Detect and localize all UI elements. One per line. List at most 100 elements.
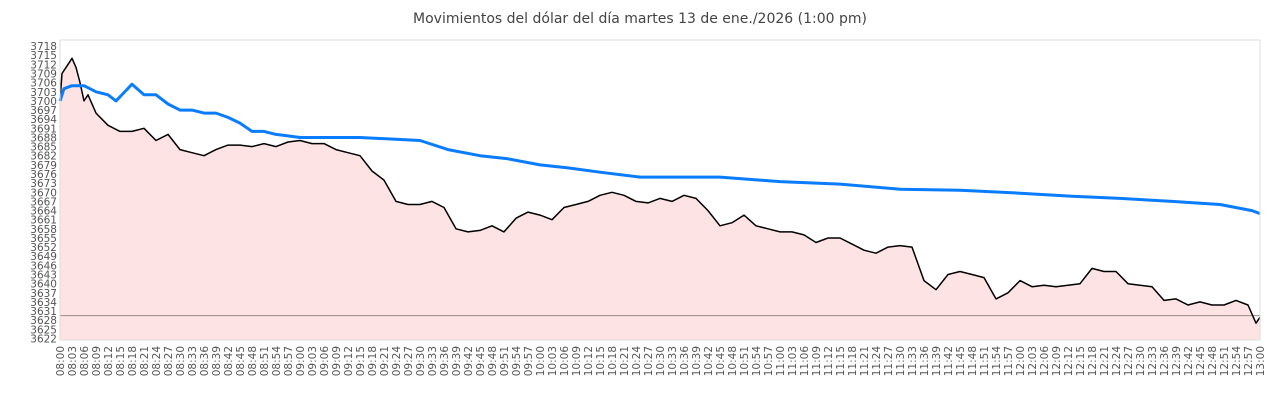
x-tick-label: 10:51 bbox=[739, 346, 751, 376]
x-tick-label: 10:30 bbox=[655, 346, 667, 376]
series-line-price bbox=[59, 57, 1261, 324]
x-tick-label: 09:33 bbox=[427, 346, 439, 376]
y-tick-label: 3637 bbox=[30, 288, 57, 300]
x-tick-label: 09:03 bbox=[307, 346, 319, 376]
x-tick-label: 09:45 bbox=[475, 346, 487, 376]
x-tick-label: 09:21 bbox=[379, 346, 391, 376]
y-tick-label: 3646 bbox=[30, 260, 57, 272]
y-tick-label: 3688 bbox=[30, 132, 57, 144]
x-tick-label: 12:15 bbox=[1075, 346, 1087, 376]
x-tick-label: 10:54 bbox=[751, 346, 763, 377]
y-tick-label: 3658 bbox=[30, 224, 57, 236]
x-tick-label: 12:30 bbox=[1135, 346, 1147, 376]
x-tick-label: 12:18 bbox=[1087, 346, 1099, 376]
x-tick-label: 12:54 bbox=[1231, 346, 1243, 377]
x-tick-label: 12:57 bbox=[1243, 346, 1255, 376]
x-tick-label: 09:51 bbox=[499, 346, 511, 376]
x-tick-label: 09:48 bbox=[487, 346, 499, 376]
x-tick-label: 09:00 bbox=[295, 346, 307, 376]
x-tick-label: 09:57 bbox=[523, 346, 535, 376]
y-tick-label: 3703 bbox=[30, 87, 57, 99]
y-tick-label: 3712 bbox=[30, 59, 57, 71]
x-tick-label: 10:15 bbox=[595, 346, 607, 376]
x-tick-label: 11:57 bbox=[1003, 346, 1015, 376]
x-tick-label: 09:27 bbox=[403, 346, 415, 376]
x-tick-label: 10:42 bbox=[703, 346, 715, 376]
x-tick-label: 12:24 bbox=[1111, 346, 1123, 377]
x-tick-label: 08:15 bbox=[115, 346, 127, 376]
y-tick-label: 3697 bbox=[30, 105, 57, 117]
x-tick-label: 11:06 bbox=[799, 346, 811, 377]
x-tick-label: 09:15 bbox=[355, 346, 367, 376]
x-tick-label: 11:15 bbox=[835, 346, 847, 376]
x-tick-label: 08:39 bbox=[211, 346, 223, 376]
x-tick-label: 10:36 bbox=[679, 346, 691, 377]
x-tick-label: 08:42 bbox=[223, 346, 235, 376]
x-tick-label: 09:30 bbox=[415, 346, 427, 376]
y-tick-label: 3709 bbox=[30, 69, 57, 81]
x-tick-label: 09:06 bbox=[319, 346, 331, 377]
x-tick-label: 11:45 bbox=[955, 346, 967, 376]
x-tick-label: 12:45 bbox=[1195, 346, 1207, 376]
y-tick-label: 3634 bbox=[30, 297, 57, 309]
x-tick-label: 08:18 bbox=[127, 346, 139, 376]
y-tick-label: 3700 bbox=[30, 96, 57, 108]
y-tick-label: 3649 bbox=[30, 251, 57, 263]
x-tick-label: 09:39 bbox=[451, 346, 463, 376]
x-tick-label: 08:27 bbox=[163, 346, 175, 376]
x-tick-label: 11:24 bbox=[871, 346, 883, 377]
x-tick-label: 11:21 bbox=[859, 346, 871, 376]
plot-frame bbox=[59, 39, 1261, 341]
x-tick-label: 12:39 bbox=[1171, 346, 1183, 376]
y-axis: 3718371537123709370637033700369736943691… bbox=[30, 41, 57, 345]
y-tick-label: 3685 bbox=[30, 142, 57, 154]
y-tick-label: 3661 bbox=[30, 215, 57, 227]
x-tick-label: 10:09 bbox=[571, 346, 583, 376]
y-tick-label: 3682 bbox=[30, 151, 57, 163]
x-tick-label: 09:18 bbox=[367, 346, 379, 376]
x-tick-label: 11:30 bbox=[895, 346, 907, 376]
x-tick-label: 08:09 bbox=[91, 346, 103, 376]
x-tick-label: 11:09 bbox=[811, 346, 823, 376]
x-tick-label: 12:21 bbox=[1099, 346, 1111, 376]
y-tick-label: 3715 bbox=[30, 50, 57, 62]
x-tick-label: 10:18 bbox=[607, 346, 619, 376]
x-tick-label: 08:36 bbox=[199, 346, 211, 377]
x-tick-label: 09:42 bbox=[463, 346, 475, 376]
x-tick-label: 09:24 bbox=[391, 346, 403, 377]
y-tick-label: 3706 bbox=[30, 78, 57, 90]
y-tick-label: 3670 bbox=[30, 187, 57, 199]
y-tick-label: 3667 bbox=[30, 196, 57, 208]
x-tick-label: 10:00 bbox=[535, 346, 547, 376]
x-tick-label: 12:12 bbox=[1063, 346, 1075, 376]
y-tick-label: 3718 bbox=[30, 41, 57, 53]
chart-title: Movimientos del dólar del día martes 13 … bbox=[413, 11, 867, 27]
y-tick-label: 3643 bbox=[30, 270, 57, 282]
x-tick-label: 11:54 bbox=[991, 346, 1003, 377]
x-tick-label: 11:42 bbox=[943, 346, 955, 376]
x-tick-label: 08:06 bbox=[79, 346, 91, 377]
y-tick-label: 3628 bbox=[30, 315, 57, 327]
x-tick-label: 11:27 bbox=[883, 346, 895, 376]
y-tick-label: 3652 bbox=[30, 242, 57, 254]
x-tick-label: 08:00 bbox=[55, 346, 67, 376]
x-tick-label: 10:48 bbox=[727, 346, 739, 376]
x-tick-label: 11:12 bbox=[823, 346, 835, 376]
x-tick-label: 08:45 bbox=[235, 346, 247, 376]
x-tick-label: 13:00 bbox=[1255, 346, 1267, 376]
x-tick-label: 09:09 bbox=[331, 346, 343, 376]
y-tick-label: 3640 bbox=[30, 279, 57, 291]
x-tick-label: 10:21 bbox=[619, 346, 631, 376]
x-tick-label: 09:36 bbox=[439, 346, 451, 377]
y-tick-label: 3694 bbox=[30, 114, 57, 126]
y-tick-label: 3679 bbox=[30, 160, 57, 172]
y-tick-label: 3622 bbox=[30, 333, 57, 345]
x-tick-label: 12:03 bbox=[1027, 346, 1039, 376]
x-tick-label: 09:12 bbox=[343, 346, 355, 376]
x-tick-label: 11:18 bbox=[847, 346, 859, 376]
x-tick-label: 08:03 bbox=[67, 346, 79, 376]
x-tick-label: 11:03 bbox=[787, 346, 799, 376]
x-tick-label: 12:06 bbox=[1039, 346, 1051, 377]
x-tick-label: 11:51 bbox=[979, 346, 991, 376]
